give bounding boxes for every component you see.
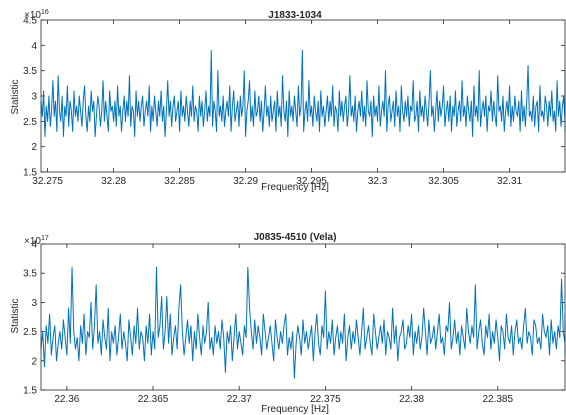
y-multiplier: ×1017	[24, 235, 49, 247]
y-tick-label: 4	[31, 41, 37, 52]
y-tick-label: 3	[31, 298, 37, 309]
subplot-top: J1833-1034 ×1016 Statistic Frequency [Hz…	[10, 9, 566, 193]
y-tick-label: 4.5	[23, 16, 37, 27]
x-tick-label: 32.285	[164, 176, 195, 187]
series-line	[40, 266, 566, 379]
x-tick-label: 32.305	[428, 176, 459, 187]
axis-ticks: 22.36 22.365 22.37 22.375 22.38 22.385 1.5 2 2.5…	[23, 240, 565, 405]
y-axis-title: Statistic	[10, 298, 21, 333]
x-tick-label: 32.3	[368, 176, 388, 187]
x-tick-label: 22.38	[399, 394, 424, 405]
x-axis-title: Frequency [Hz]	[261, 404, 329, 415]
plot-title: J1833-1034	[268, 10, 322, 21]
axes-frame	[40, 19, 566, 173]
y-tick-label: 1.5	[23, 386, 37, 397]
x-tick-label: 32.295	[296, 176, 327, 187]
x-tick-label: 32.28	[101, 176, 126, 187]
y-multiplier: ×1016	[24, 9, 49, 21]
y-tick-label: 1.5	[23, 168, 37, 179]
plot-title: J0835-4510 (Vela)	[254, 232, 337, 243]
x-tick-label: 32.31	[497, 176, 522, 187]
y-tick-label: 2.5	[23, 327, 37, 338]
x-tick-label: 22.36	[54, 394, 79, 405]
x-tick-label: 22.375	[310, 394, 341, 405]
series	[40, 266, 566, 379]
y-tick-label: 2	[31, 142, 37, 153]
axis-ticks: 32.275 32.28 32.285 32.29 32.295 32.3 32.305 32…	[23, 16, 565, 187]
x-tick-label: 22.385	[482, 394, 513, 405]
subplot-bottom: J0835-4510 (Vela) ×1017 Statistic Freque…	[10, 232, 566, 415]
y-tick-label: 3.5	[23, 269, 37, 280]
x-axis-title: Frequency [Hz]	[261, 182, 329, 193]
y-tick-label: 2.5	[23, 117, 37, 128]
series-line	[40, 49, 566, 138]
x-tick-label: 32.29	[233, 176, 258, 187]
y-axis-title: Statistic	[10, 79, 21, 114]
x-tick-label: 22.365	[138, 394, 169, 405]
series	[40, 49, 566, 138]
axes-frame	[40, 243, 566, 391]
y-tick-label: 4	[31, 240, 37, 251]
y-tick-label: 2	[31, 356, 37, 367]
y-tick-label: 3.5	[23, 66, 37, 77]
x-tick-label: 32.275	[32, 176, 63, 187]
y-tick-label: 3	[31, 92, 37, 103]
x-tick-label: 22.37	[227, 394, 252, 405]
